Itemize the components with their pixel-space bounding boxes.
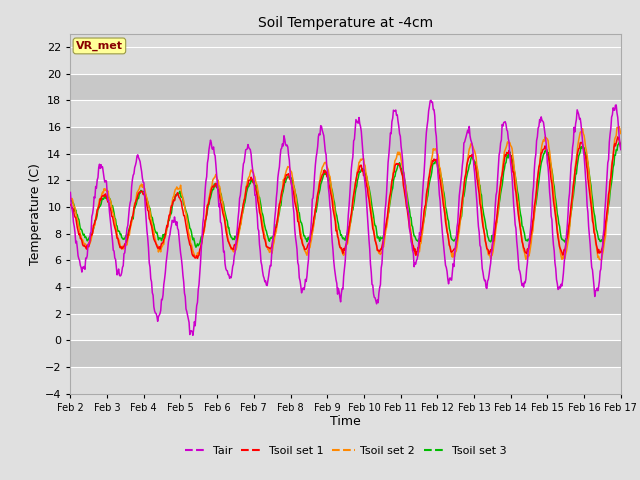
Bar	[70, 260, 621, 287]
Bar	[70, 154, 621, 180]
Y-axis label: Temperature (C): Temperature (C)	[29, 163, 42, 264]
Bar	[70, 340, 621, 367]
Bar	[70, 313, 621, 340]
Bar	[70, 367, 621, 394]
Bar	[70, 180, 621, 207]
Text: VR_met: VR_met	[76, 41, 123, 51]
Legend: Tair, Tsoil set 1, Tsoil set 2, Tsoil set 3: Tair, Tsoil set 1, Tsoil set 2, Tsoil se…	[180, 441, 511, 460]
Bar	[70, 47, 621, 73]
X-axis label: Time: Time	[330, 415, 361, 429]
Bar	[70, 73, 621, 100]
Bar	[70, 287, 621, 313]
Bar	[70, 207, 621, 234]
Bar	[70, 127, 621, 154]
Title: Soil Temperature at -4cm: Soil Temperature at -4cm	[258, 16, 433, 30]
Bar	[70, 234, 621, 260]
Bar	[70, 100, 621, 127]
